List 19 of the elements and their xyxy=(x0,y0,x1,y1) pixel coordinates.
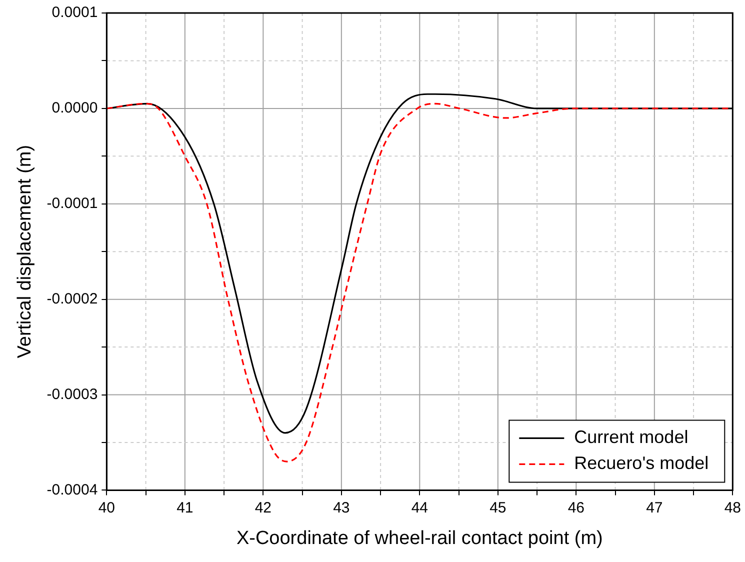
y-tick-label: 0.0001 xyxy=(52,4,98,22)
y-tick-label: 0.0000 xyxy=(52,100,98,117)
x-axis-title: X-Coordinate of wheel-rail contact point (m) xyxy=(236,528,603,549)
x-tick-label: 43 xyxy=(333,499,350,516)
x-tick-label: 46 xyxy=(568,499,585,516)
y-tick-label: -0.0004 xyxy=(46,481,98,498)
x-tick-label: 48 xyxy=(724,499,741,516)
legend-label: Recuero's model xyxy=(574,453,709,474)
x-tick-label: 47 xyxy=(646,499,663,516)
y-tick-label: -0.0003 xyxy=(46,386,98,403)
x-tick-label: 42 xyxy=(254,499,272,516)
y-tick-label: -0.0002 xyxy=(46,290,98,308)
legend-label: Current model xyxy=(574,427,688,448)
x-tick-label: 44 xyxy=(411,499,428,516)
y-tick-label: -0.0001 xyxy=(46,195,98,212)
x-tick-label: 45 xyxy=(490,499,506,516)
y-axis-title: Vertical displacement (m) xyxy=(14,144,36,358)
x-tick-label: 41 xyxy=(176,499,194,516)
x-tick-label: 40 xyxy=(98,499,116,516)
